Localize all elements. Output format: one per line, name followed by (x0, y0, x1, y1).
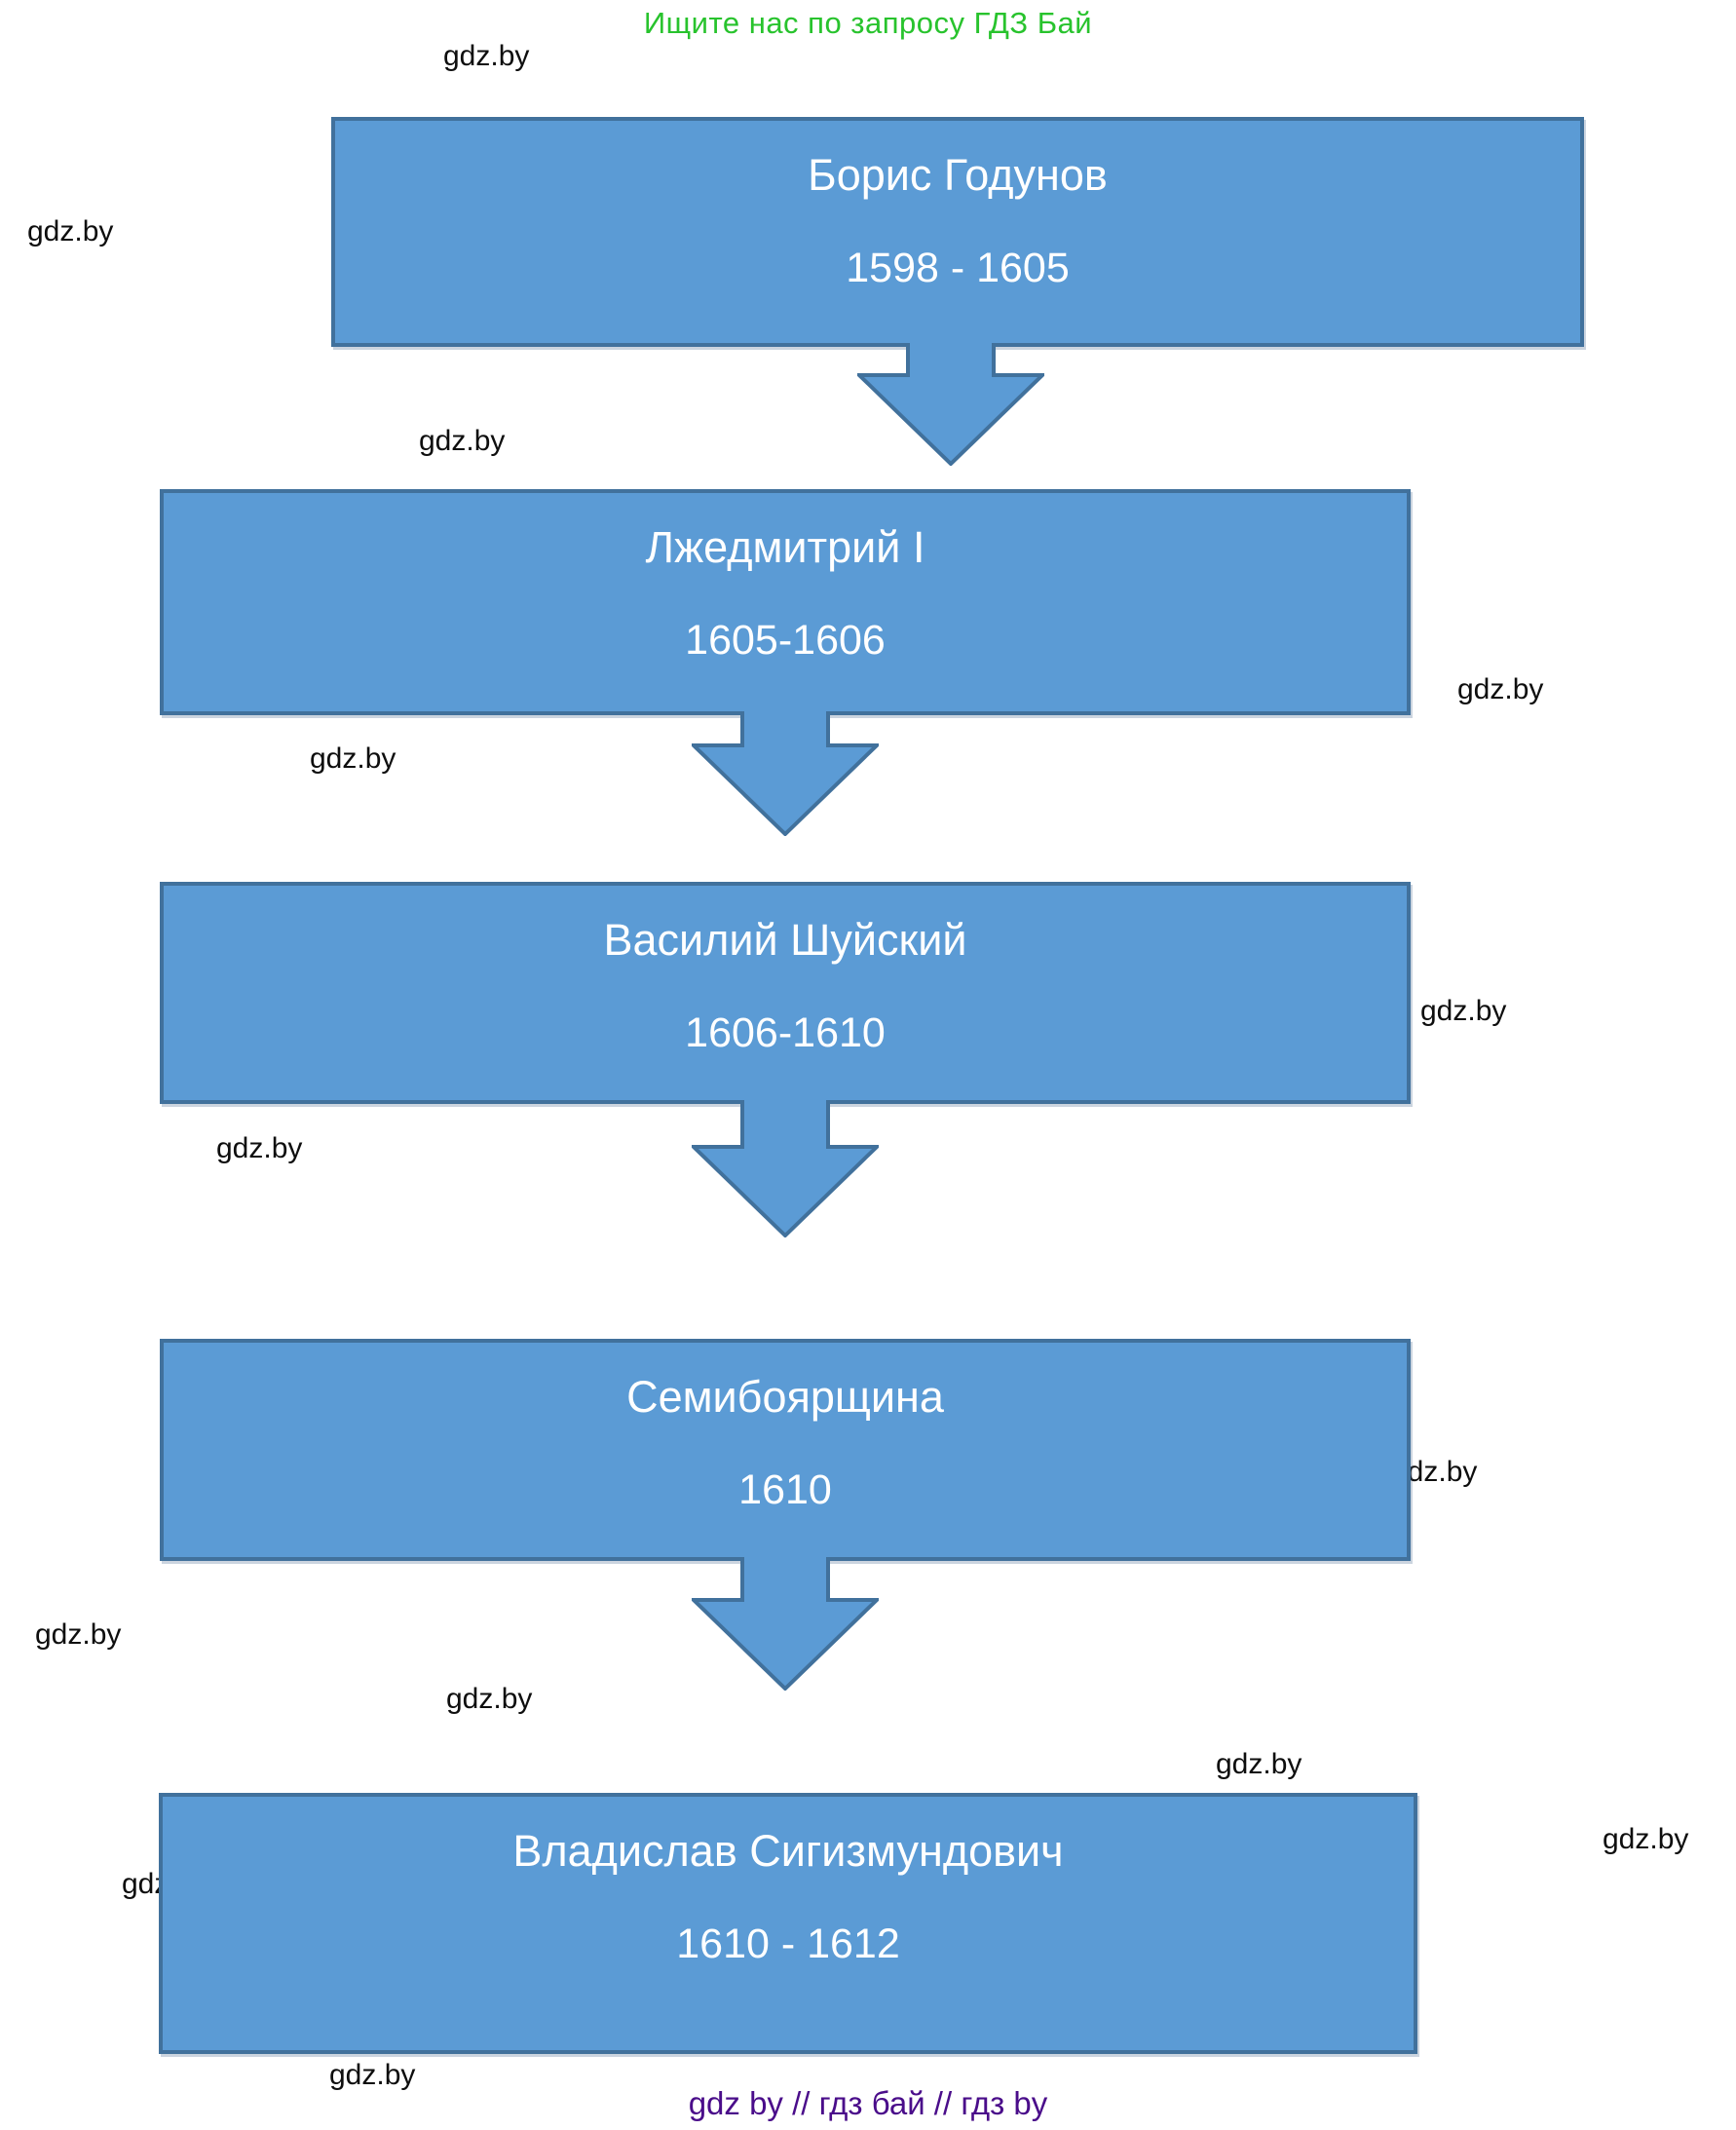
watermark: gdz.by (443, 40, 530, 72)
watermark: gdz.by (27, 215, 114, 247)
down-arrow-icon (857, 343, 1044, 466)
watermark: gdz.by (1457, 673, 1544, 705)
footer-banner: gdz by // гдз бай // гдз by (688, 2085, 1048, 2121)
down-arrow-icon (692, 711, 879, 836)
watermark: gdz.by (216, 1132, 303, 1164)
watermark: gdz.by (446, 1683, 533, 1715)
node-title: Борис Годунов (808, 150, 1108, 200)
node-years: 1610 - 1612 (676, 1921, 900, 1967)
node-years: 1598 - 1605 (846, 245, 1070, 291)
node-years: 1605-1606 (685, 617, 886, 664)
node-title: Семибоярщина (626, 1372, 944, 1422)
flow-node-semiboyarshchina: Семибоярщина 1610 (160, 1339, 1411, 1561)
watermark: gdz.by (310, 742, 396, 775)
watermark: gdz.by (35, 1618, 122, 1651)
watermark: gdz.by (1420, 995, 1507, 1027)
down-arrow-icon (692, 1100, 879, 1237)
watermark: gdz.by (419, 425, 506, 457)
watermark: gdz.by (1603, 1823, 1689, 1855)
flow-node-boris-godunov: Борис Годунов 1598 - 1605 (331, 117, 1584, 347)
down-arrow-icon (692, 1557, 879, 1691)
node-title: Лжедмитрий I (645, 522, 925, 572)
watermark: gdz.by (1216, 1748, 1302, 1780)
watermark: gdz.by (329, 2059, 416, 2091)
flow-node-vasily-shuysky: Василий Шуйский 1606-1610 (160, 882, 1411, 1104)
node-years: 1610 (738, 1466, 832, 1513)
flow-node-lzhedmitry: Лжедмитрий I 1605-1606 (160, 489, 1411, 715)
header-banner: Ищите нас по запросу ГДЗ Бай (643, 6, 1093, 40)
node-years: 1606-1610 (685, 1009, 886, 1056)
node-title: Василий Шуйский (603, 915, 967, 965)
flow-node-vladislav: Владислав Сигизмундович 1610 - 1612 (159, 1793, 1417, 2054)
node-title: Владислав Сигизмундович (512, 1826, 1064, 1876)
